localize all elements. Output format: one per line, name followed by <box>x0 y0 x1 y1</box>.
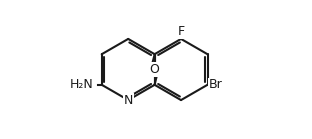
Text: H₂N: H₂N <box>70 78 93 91</box>
Text: O: O <box>150 63 159 76</box>
Text: N: N <box>124 94 133 107</box>
Text: Br: Br <box>209 78 223 91</box>
Text: F: F <box>178 25 185 38</box>
